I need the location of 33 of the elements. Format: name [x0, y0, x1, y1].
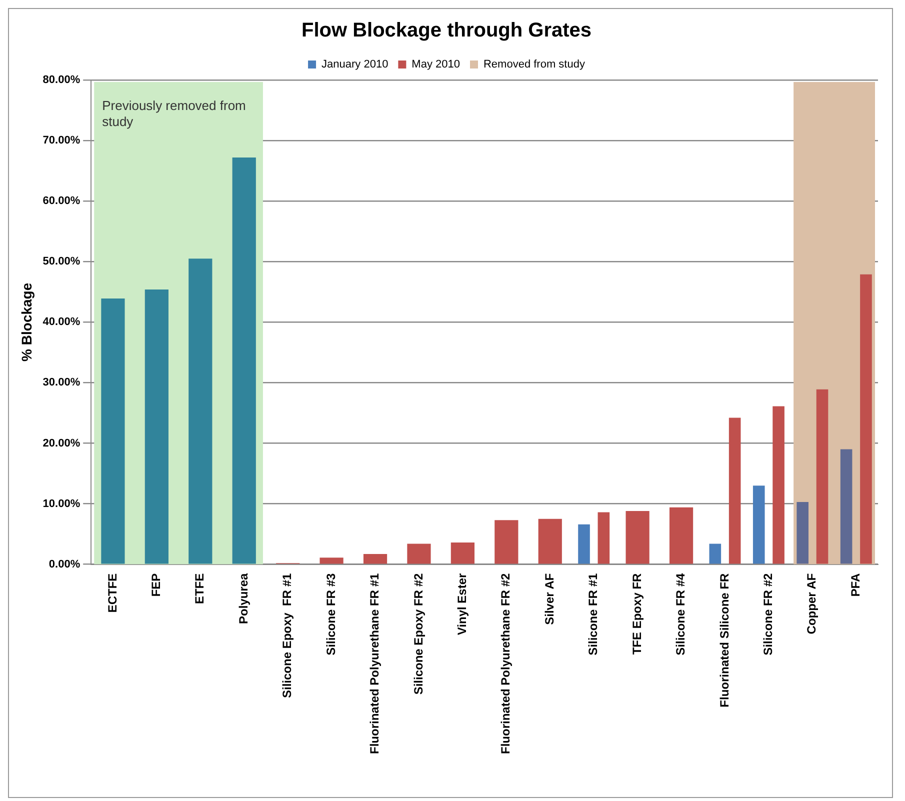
band-label: Previously removed from study [102, 98, 246, 130]
x-tick-label: Fluorinated Silicone FR [717, 572, 732, 708]
chart-title: Flow Blockage through Grates [301, 20, 592, 42]
x-tick-label: PFA [848, 572, 862, 597]
y-tick-label: 70.00% [42, 134, 80, 147]
y-tick-label: 50.00% [42, 256, 80, 268]
x-tick-label: Silicone Epoxy FR #2 [411, 572, 426, 695]
x-tick-label: Polyurea [236, 572, 250, 624]
x-tick-label: Silicone Epoxy FR #1 [280, 572, 294, 698]
x-tick-label: Vinyl Ester [455, 572, 470, 636]
legend-label: Removed from study [483, 58, 586, 71]
y-tick-label: 20.00% [42, 437, 80, 450]
x-tick-label: Silicone FR #4 [674, 572, 688, 656]
y-tick-label: 10.00% [42, 498, 80, 510]
legend-label: May 2010 [412, 58, 460, 71]
x-tick-label: Copper AF [804, 573, 819, 634]
y-tick-label: 60.00% [42, 195, 80, 208]
x-tick-label: Silver AF [542, 573, 556, 625]
x-tick-label: TFE Epoxy FR [630, 572, 644, 655]
y-tick-label: 80.00% [42, 74, 80, 86]
x-tick-label: Silicone FR #1 [586, 572, 600, 656]
legend-label: January 2010 [322, 58, 388, 71]
x-tick-label: ETFE [192, 573, 207, 604]
y-tick-label: 40.00% [42, 316, 80, 328]
x-tick-label: Silicone FR #2 [761, 572, 776, 656]
x-tick-label: Fluorinated Polyurethane FR #2 [498, 572, 513, 754]
y-tick-label: 30.00% [42, 376, 80, 389]
x-tick-label: Fluorinated Polyurethane FR #1 [368, 572, 382, 754]
y-tick-label: 0.00% [48, 558, 80, 570]
x-tick-label: ECTFE [105, 573, 120, 613]
y-axis-title: % Blockage [18, 282, 34, 362]
x-tick-label: FEP [148, 573, 163, 597]
x-tick-label: Silicone FR #3 [324, 572, 338, 656]
